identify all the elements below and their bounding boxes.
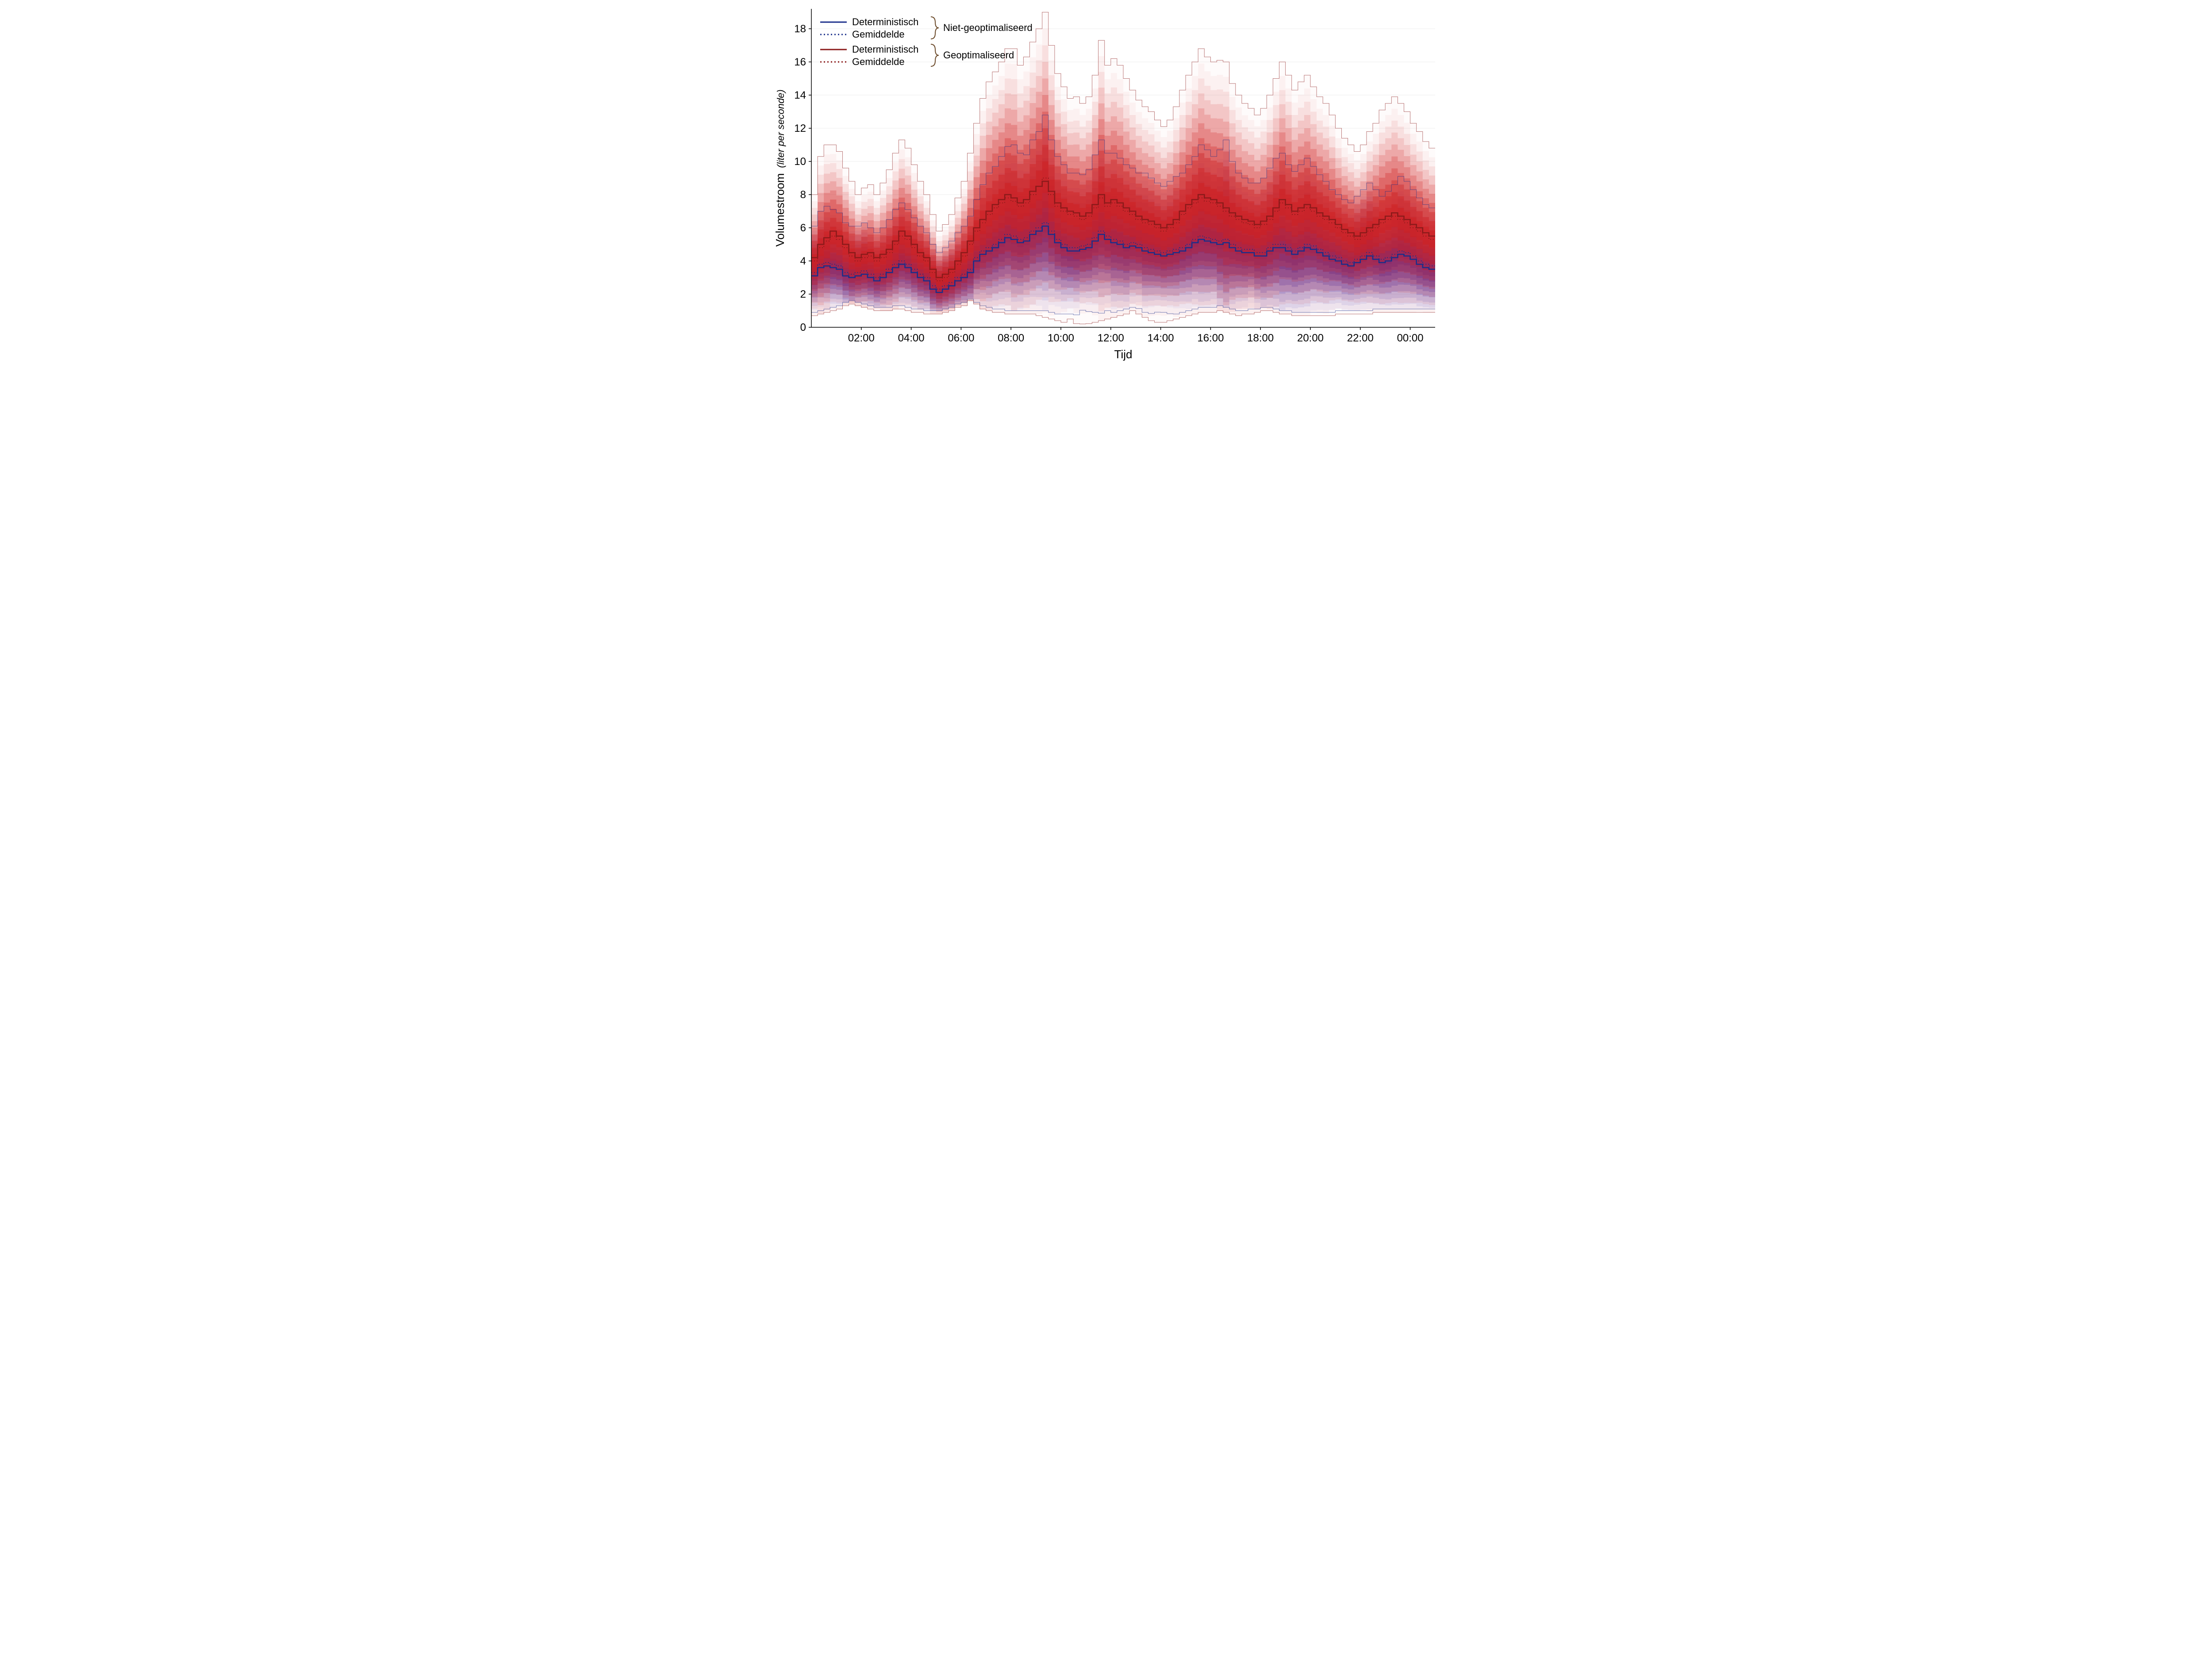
legend-group-label: Geoptimaliseerd [943, 50, 1014, 61]
x-tick-label: 02:00 [848, 332, 875, 344]
x-tick-label: 16:00 [1197, 332, 1224, 344]
x-tick-label: 12:00 [1098, 332, 1124, 344]
y-tick-label: 6 [800, 222, 806, 234]
y-tick-label: 16 [794, 56, 806, 68]
y-tick-label: 14 [794, 89, 806, 101]
y-tick-label: 10 [794, 156, 806, 168]
x-tick-label: 20:00 [1297, 332, 1324, 344]
y-tick-label: 4 [800, 255, 806, 267]
y-axis-title: Volumestroom(liter per seconde) [773, 89, 787, 247]
chart-svg: 0 2 4 6 8 10 12 14 16 18 02:00 04:00 06:00 08:00 10:00… [772, 0, 1440, 376]
x-tick-label: 08:00 [998, 332, 1024, 344]
x-axis-title: Tijd [1114, 348, 1133, 361]
y-tick-label: 18 [794, 23, 806, 35]
x-tick-label: 06:00 [948, 332, 974, 344]
legend-label: Gemiddelde [852, 29, 905, 40]
x-tick-label: 04:00 [898, 332, 925, 344]
legend-label: Gemiddelde [852, 56, 905, 67]
legend-label: Deterministisch [852, 16, 918, 27]
x-tick-label: 22:00 [1347, 332, 1374, 344]
legend-group-label: Niet-geoptimaliseerd [943, 22, 1033, 33]
y-tick-label: 2 [800, 288, 806, 300]
legend-label: Deterministisch [852, 44, 918, 55]
x-tick-label: 10:00 [1048, 332, 1074, 344]
y-tick-label: 12 [794, 123, 806, 134]
x-tick-label: 14:00 [1148, 332, 1174, 344]
y-tick-label: 0 [800, 322, 806, 333]
x-tick-label: 00:00 [1397, 332, 1424, 344]
volumestroom-chart: 0 2 4 6 8 10 12 14 16 18 02:00 04:00 06:00 08:00 10:00… [772, 0, 1440, 376]
y-tick-label: 8 [800, 189, 806, 201]
x-tick-label: 18:00 [1247, 332, 1274, 344]
